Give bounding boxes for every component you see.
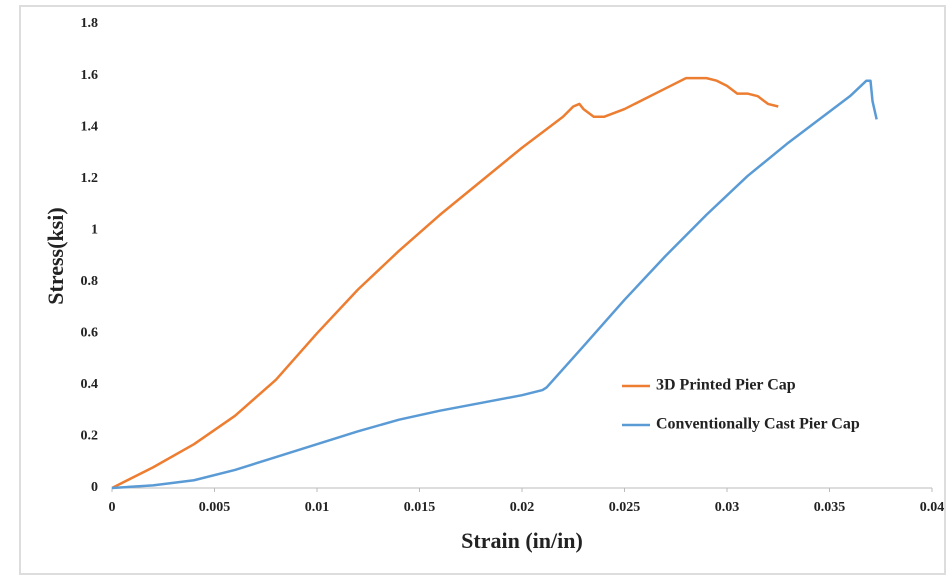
x-tick-label: 0 (109, 500, 116, 515)
y-tick-label: 1.2 (81, 171, 99, 186)
legend-label: Conventionally Cast Pier Cap (656, 416, 860, 433)
x-tick-label: 0.02 (510, 500, 535, 515)
y-tick-label: 1 (91, 222, 98, 237)
x-tick-label: 0.01 (305, 500, 330, 515)
page: Strain (in/in) Stress(ksi) 0 0.2 0.4 0.6 0.8… (0, 0, 950, 578)
y-axis-title: Stress(ksi) (43, 207, 68, 304)
y-tick-label: 1.4 (81, 119, 99, 134)
x-tick-label: 0.025 (609, 500, 641, 515)
y-tick-label: 1.8 (81, 16, 99, 31)
y-tick-label: 0.6 (81, 326, 99, 341)
chart: Strain (in/in) Stress(ksi) 0 0.2 0.4 0.6 0.8… (0, 0, 950, 578)
x-tick-label: 0.035 (814, 500, 846, 515)
y-tick-label: 0.2 (81, 429, 99, 444)
legend-label: 3D Printed Pier Cap (656, 377, 796, 394)
x-axis-title: Strain (in/in) (461, 528, 583, 553)
chart-frame (20, 6, 945, 574)
x-tick-label: 0.03 (715, 500, 740, 515)
y-tick-label: 1.6 (81, 68, 99, 83)
x-tick-label: 0.04 (920, 500, 945, 515)
y-tick-label: 0.4 (81, 377, 99, 392)
y-tick-label: 0 (91, 480, 98, 495)
x-tick-label: 0.005 (199, 500, 231, 515)
x-tick-label: 0.015 (404, 500, 436, 515)
y-tick-label: 0.8 (81, 274, 99, 289)
